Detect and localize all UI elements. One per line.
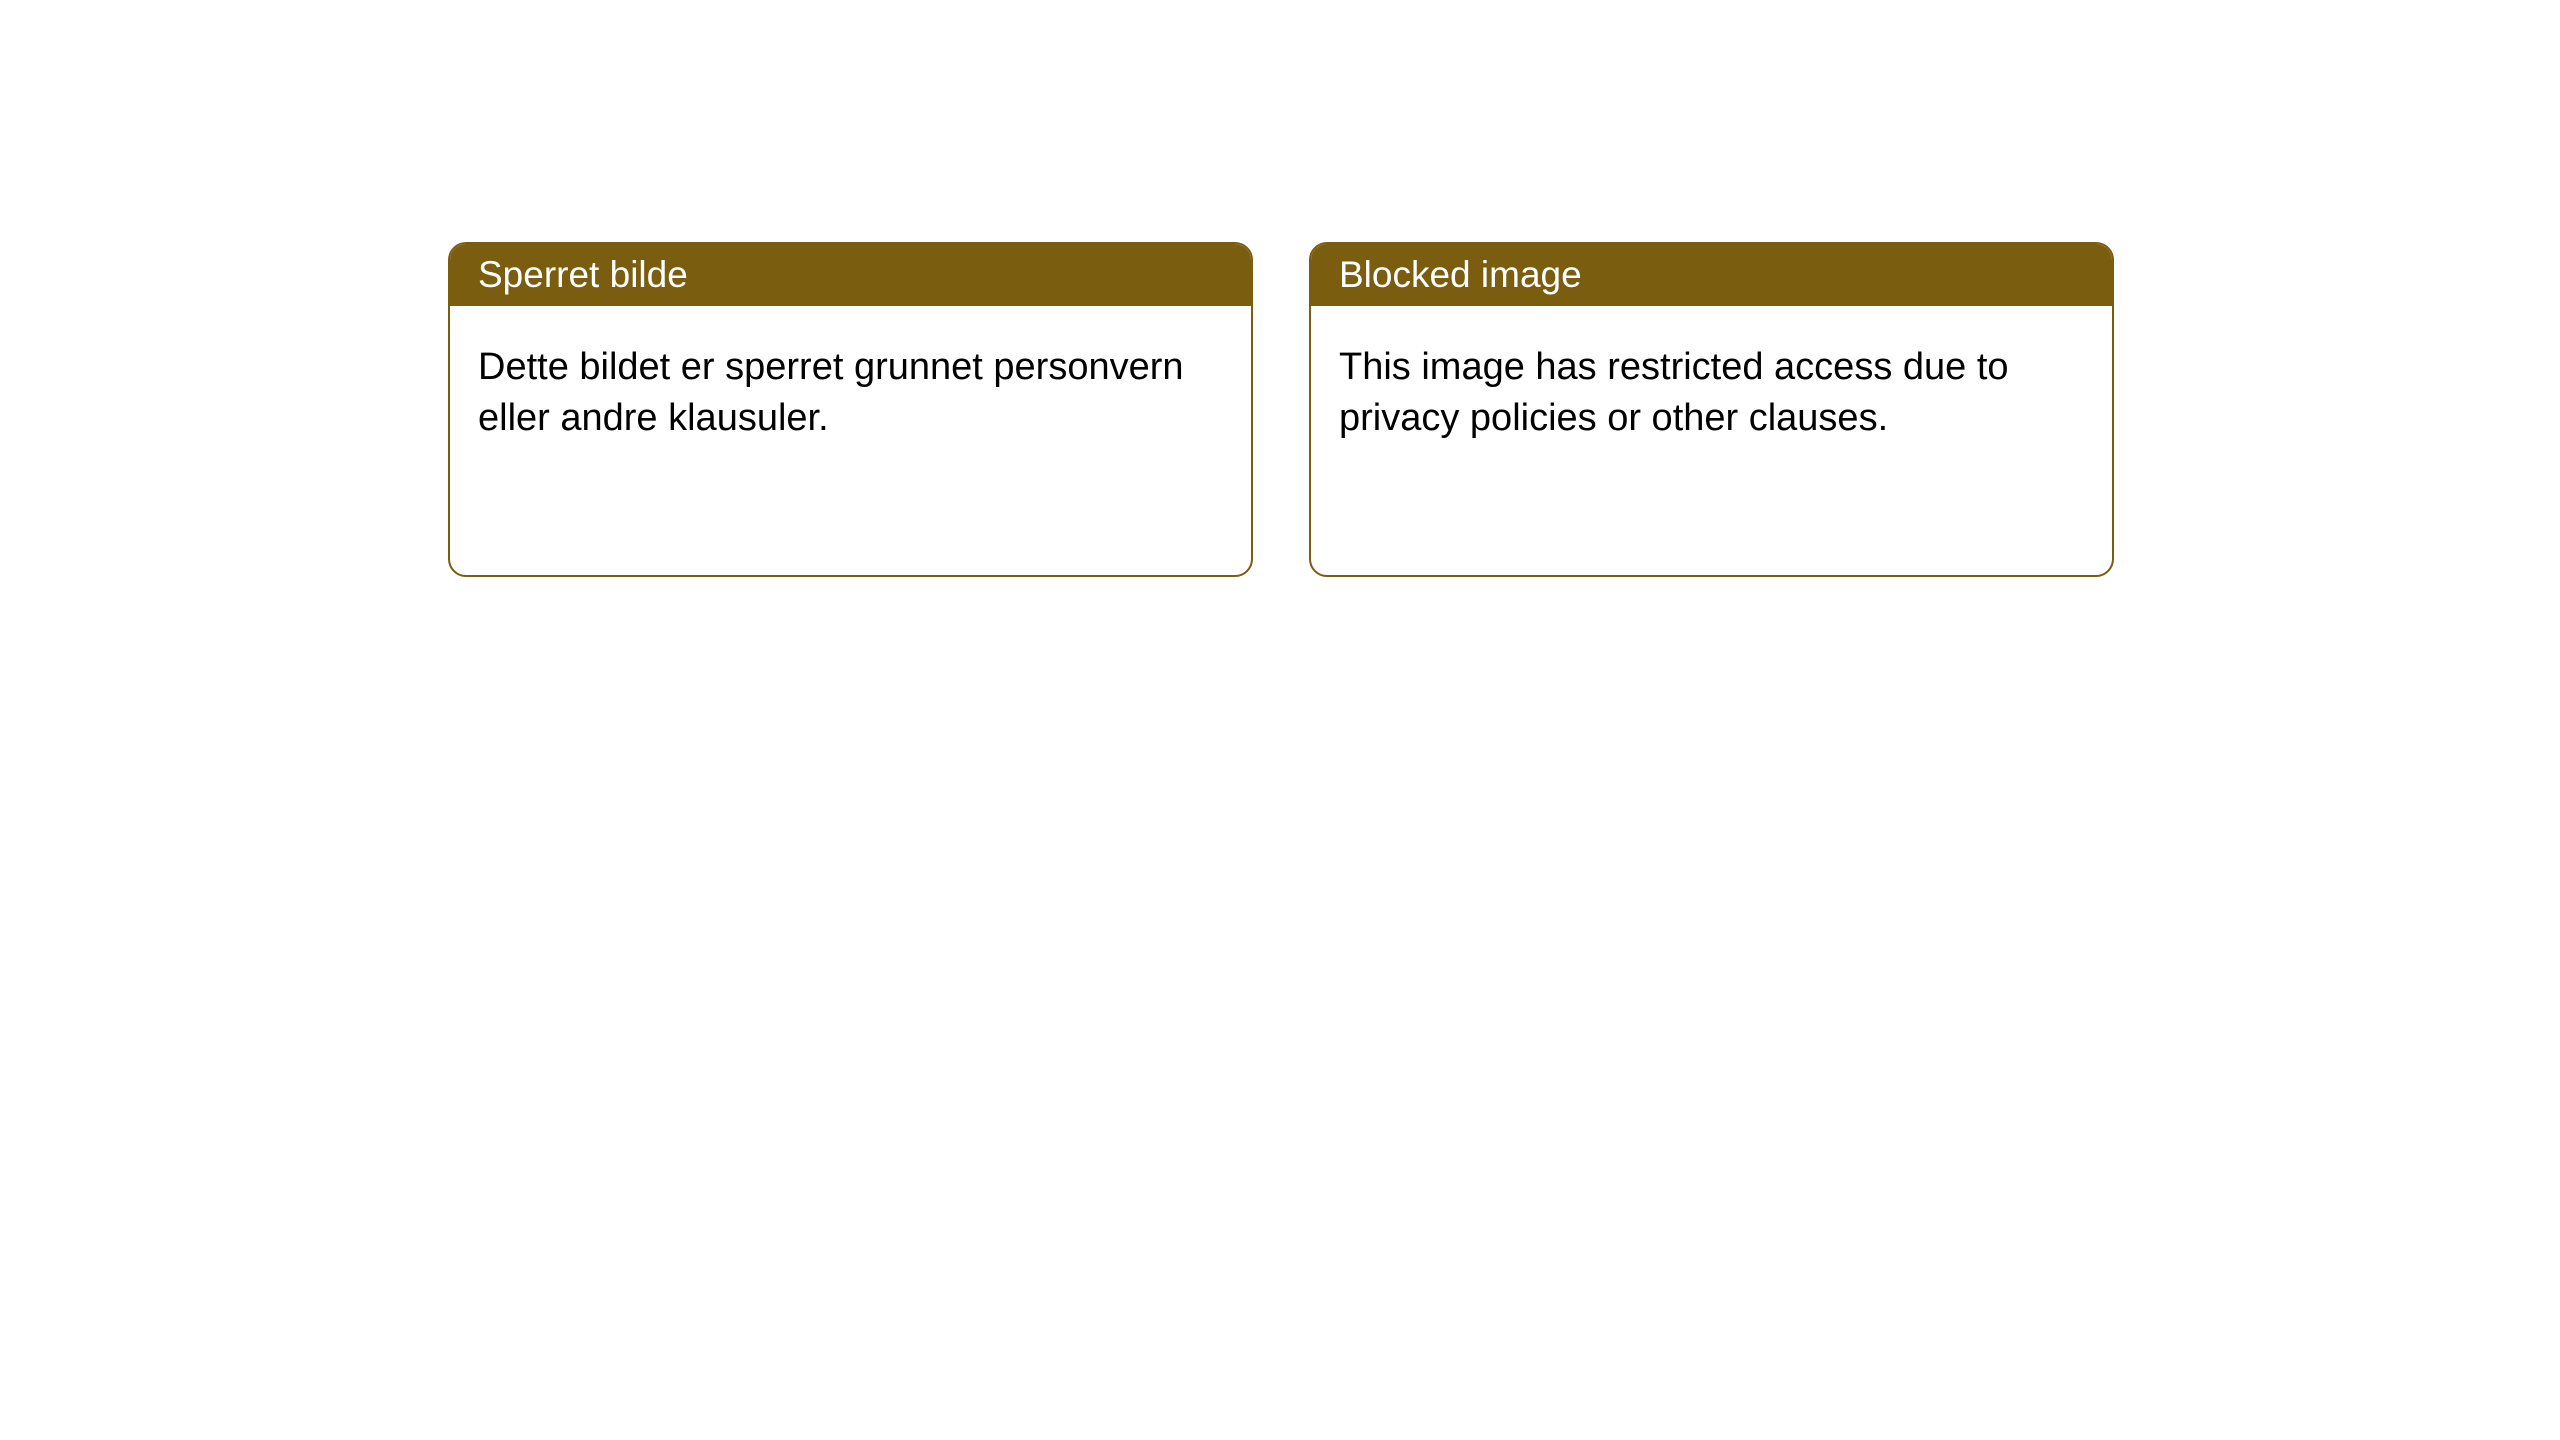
blocked-image-card-en: Blocked image This image has restricted …: [1309, 242, 2114, 577]
blocked-image-card-no: Sperret bilde Dette bildet er sperret gr…: [448, 242, 1253, 577]
card-header-en: Blocked image: [1311, 244, 2112, 306]
notice-container: Sperret bilde Dette bildet er sperret gr…: [0, 0, 2560, 577]
card-title-en: Blocked image: [1339, 254, 1582, 295]
card-body-no: Dette bildet er sperret grunnet personve…: [450, 306, 1251, 481]
card-body-en: This image has restricted access due to …: [1311, 306, 2112, 481]
card-message-no: Dette bildet er sperret grunnet personve…: [478, 346, 1184, 439]
card-title-no: Sperret bilde: [478, 254, 688, 295]
card-header-no: Sperret bilde: [450, 244, 1251, 306]
card-message-en: This image has restricted access due to …: [1339, 346, 2009, 439]
